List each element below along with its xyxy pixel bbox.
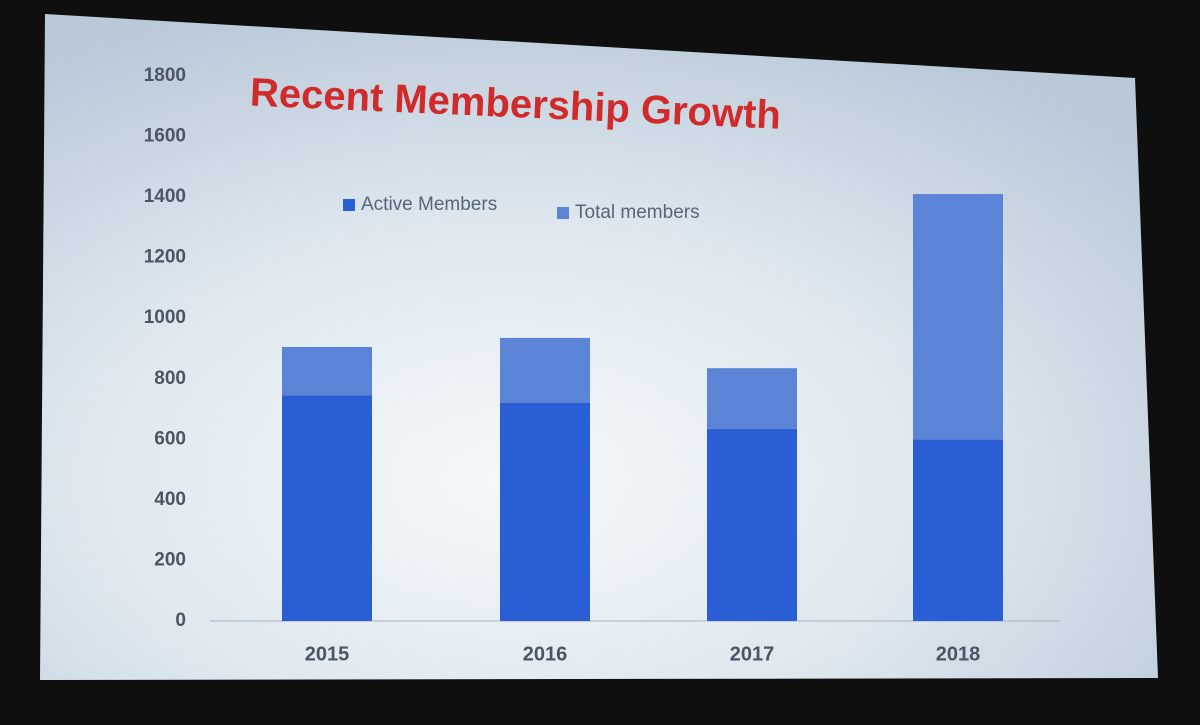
y-tick-label: 400 — [154, 489, 186, 510]
x-tick-label: 2016 — [523, 643, 568, 665]
y-tick-label: 1600 — [144, 126, 186, 147]
x-tick-label: 2018 — [936, 643, 981, 665]
y-tick-label: 1800 — [144, 65, 186, 86]
legend-label: Total members — [575, 202, 700, 223]
y-tick-label: 800 — [154, 368, 186, 389]
y-tick-label: 1000 — [144, 307, 186, 328]
x-tick-label: 2017 — [730, 643, 775, 665]
legend-swatch — [343, 199, 355, 211]
bar — [500, 403, 590, 621]
y-tick-label: 600 — [154, 428, 186, 449]
y-tick-label: 200 — [154, 549, 186, 570]
bar — [707, 368, 797, 429]
bar — [707, 428, 797, 621]
bar — [282, 346, 372, 396]
legend-swatch — [557, 207, 569, 219]
bar — [913, 194, 1003, 440]
legend-label: Active Members — [361, 194, 497, 215]
bar — [282, 395, 372, 621]
y-tick-label: 0 — [175, 610, 186, 631]
y-tick-label: 1400 — [144, 186, 186, 207]
bar — [913, 439, 1003, 621]
bar — [500, 337, 590, 403]
y-tick-label: 1200 — [144, 247, 186, 268]
x-tick-label: 2015 — [305, 643, 350, 665]
